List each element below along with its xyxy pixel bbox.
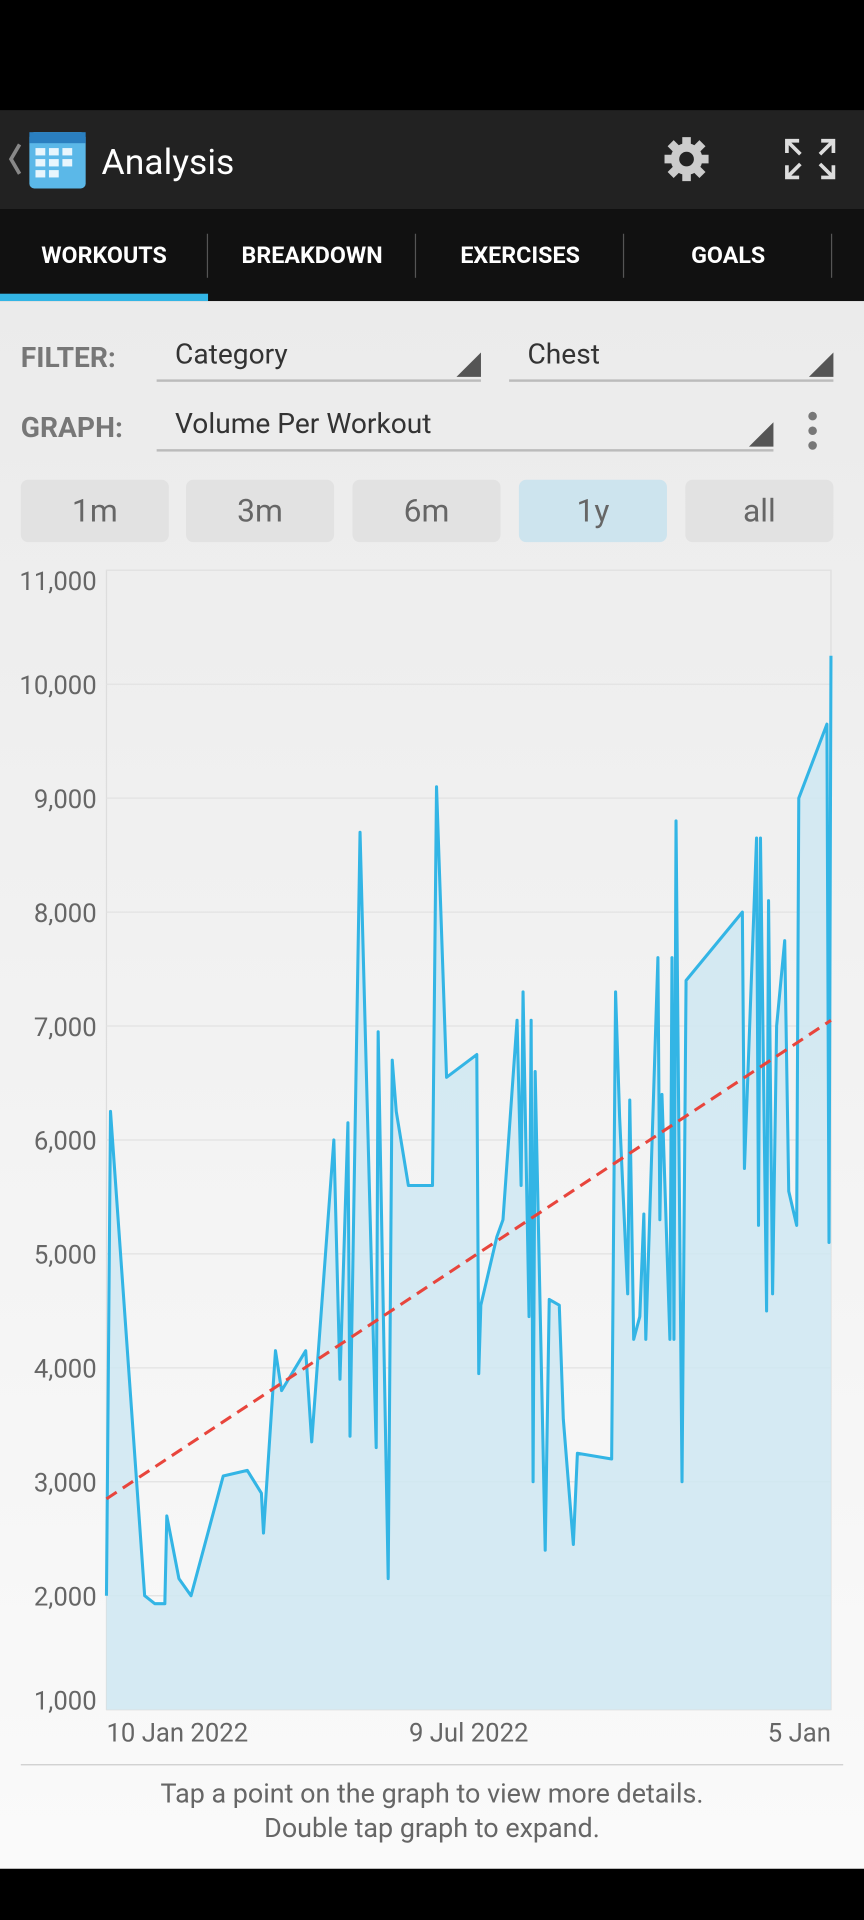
- y-tick-label: 10,000: [19, 671, 96, 701]
- tab[interactable]: GOALS: [624, 209, 833, 301]
- tab[interactable]: BREAKDOWN: [208, 209, 417, 301]
- y-tick-label: 9,000: [34, 785, 97, 815]
- tab[interactable]: WORKOUTS: [0, 209, 209, 301]
- y-tick-label: 11,000: [19, 567, 96, 597]
- graph-label: GRAPH:: [20, 411, 123, 445]
- app-bar: Analysis: [0, 110, 864, 210]
- range-button[interactable]: 3m: [186, 479, 335, 543]
- footer-hint: Double tap graph to expand.: [264, 1812, 600, 1844]
- y-tick-label: 2,000: [34, 1583, 97, 1613]
- value-spinner[interactable]: Chest: [509, 338, 834, 382]
- graph-spinner[interactable]: Volume Per Workout: [156, 408, 774, 452]
- tab[interactable]: EXERCISES: [416, 209, 625, 301]
- area: [106, 655, 831, 1710]
- category-spinner[interactable]: Category: [156, 338, 481, 382]
- overflow-menu[interactable]: [800, 409, 824, 458]
- x-tick-label: 9 Jul 2022: [409, 1718, 529, 1748]
- range-button[interactable]: 6m: [352, 479, 501, 543]
- settings-icon[interactable]: [664, 137, 709, 182]
- expand-icon[interactable]: [785, 138, 836, 180]
- x-tick-label: 5 Jan: [768, 1718, 831, 1748]
- y-tick-label: 7,000: [34, 1013, 97, 1043]
- trend-line: [105, 1019, 832, 1501]
- app-title: Analysis: [102, 141, 235, 183]
- y-tick-label: 1,000: [34, 1687, 97, 1717]
- y-tick-label: 3,000: [34, 1469, 97, 1499]
- x-tick-label: 10 Jan 2022: [106, 1718, 248, 1748]
- tab-indicator: [0, 293, 209, 302]
- range-button[interactable]: 1y: [518, 479, 667, 543]
- app-icon: [29, 132, 86, 189]
- y-tick-label: 5,000: [34, 1241, 97, 1271]
- y-tick-label: 4,000: [34, 1355, 97, 1385]
- y-tick-label: 6,000: [34, 1127, 97, 1157]
- line: [104, 655, 833, 1606]
- footer-hint: Tap a point on the graph to view more de…: [161, 1778, 704, 1810]
- filter-label: FILTER:: [20, 341, 116, 375]
- back-arrow[interactable]: [8, 143, 22, 175]
- y-tick-label: 8,000: [34, 899, 97, 929]
- app-bar-icons: Analysis: [8, 132, 836, 189]
- range-button[interactable]: all: [685, 479, 834, 543]
- range-button[interactable]: 1m: [20, 479, 169, 543]
- tab-bar: WORKOUTS BREAKDOWN EXERCISES GOALS: [0, 209, 864, 302]
